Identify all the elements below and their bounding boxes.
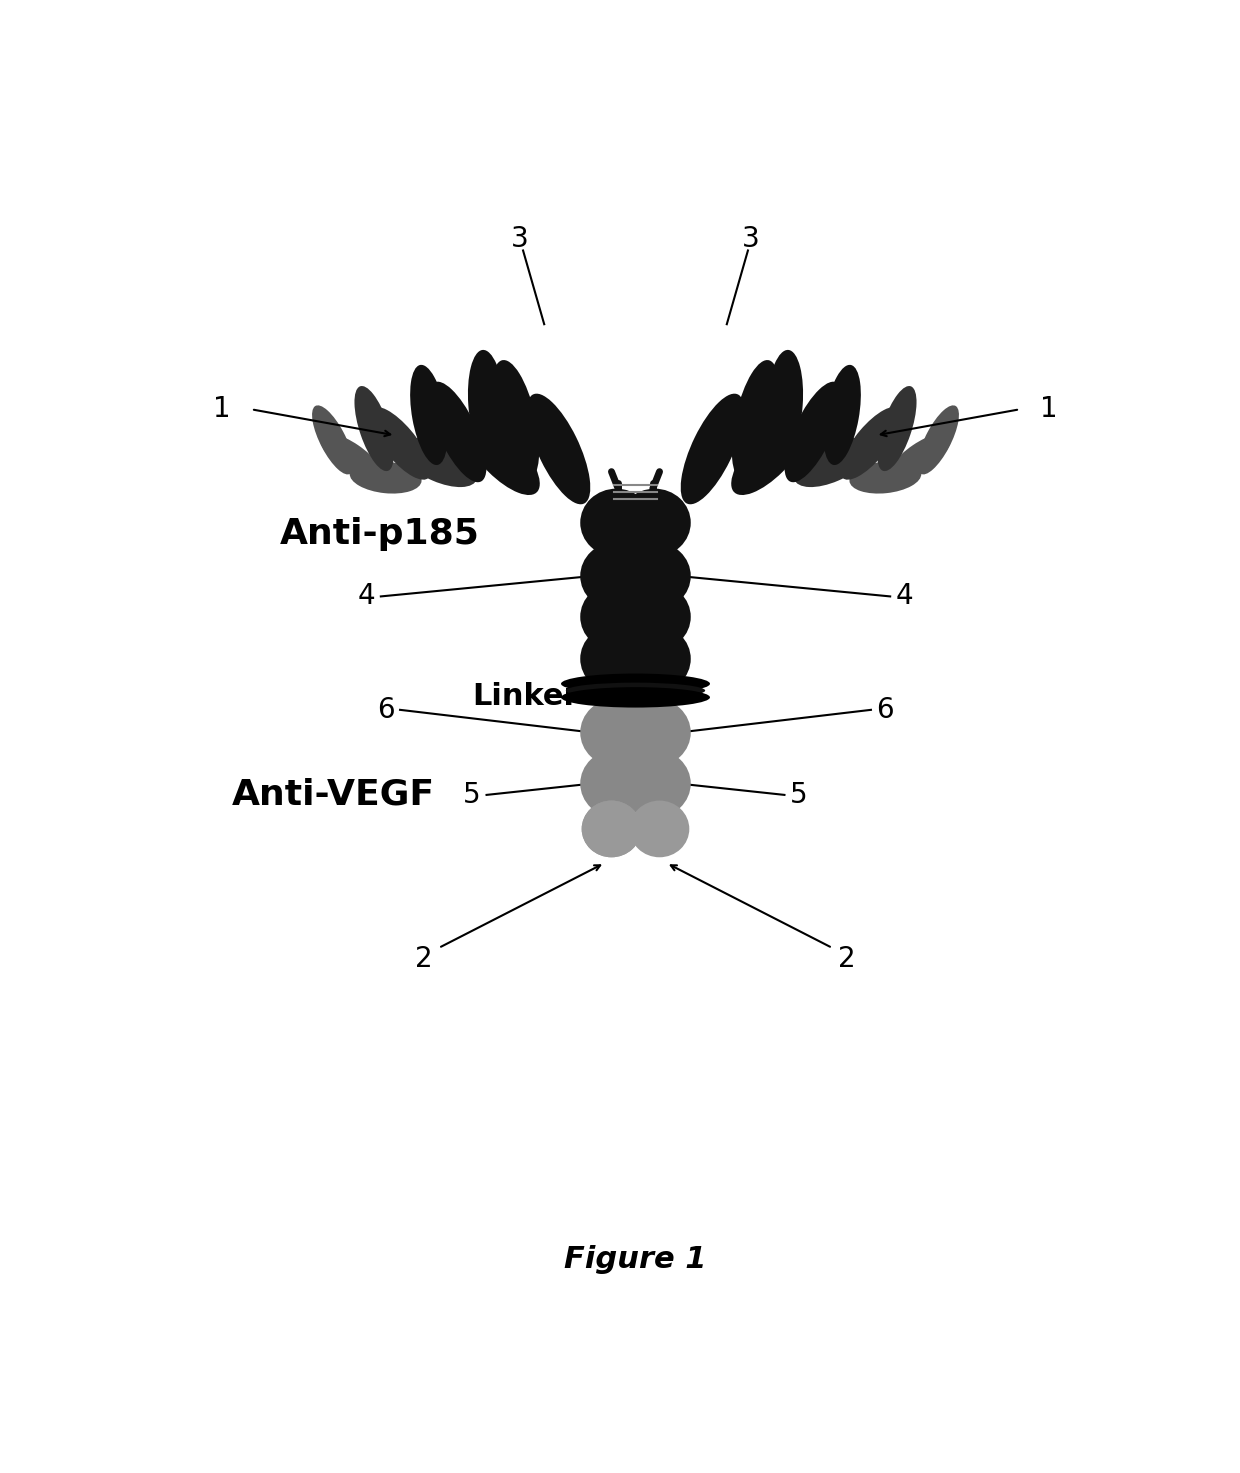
Ellipse shape [849, 461, 921, 493]
Ellipse shape [681, 393, 744, 504]
Ellipse shape [399, 437, 477, 488]
Ellipse shape [630, 801, 689, 857]
Ellipse shape [320, 433, 384, 483]
Ellipse shape [580, 489, 652, 557]
Ellipse shape [732, 359, 780, 482]
Ellipse shape [766, 351, 804, 457]
Ellipse shape [785, 382, 842, 482]
Ellipse shape [582, 801, 641, 857]
Ellipse shape [619, 583, 691, 651]
Ellipse shape [823, 365, 861, 465]
Text: 4: 4 [357, 582, 376, 610]
Ellipse shape [463, 414, 539, 495]
Ellipse shape [429, 382, 486, 482]
Text: 3: 3 [511, 225, 529, 253]
Ellipse shape [619, 750, 691, 818]
Ellipse shape [582, 801, 641, 857]
Ellipse shape [580, 625, 652, 692]
Ellipse shape [580, 542, 652, 610]
Ellipse shape [560, 686, 711, 707]
Ellipse shape [839, 407, 901, 480]
Ellipse shape [580, 583, 652, 651]
Text: 2: 2 [838, 946, 856, 974]
Ellipse shape [350, 461, 422, 493]
Text: 2: 2 [415, 946, 433, 974]
Ellipse shape [410, 365, 448, 465]
Text: 4: 4 [895, 582, 914, 610]
Text: Linker: Linker [472, 682, 579, 711]
Ellipse shape [580, 750, 652, 818]
Ellipse shape [619, 625, 691, 692]
Text: 5: 5 [790, 781, 807, 809]
Ellipse shape [467, 351, 505, 457]
Ellipse shape [565, 682, 706, 698]
Ellipse shape [619, 489, 691, 557]
Text: Anti-VEGF: Anti-VEGF [232, 778, 435, 812]
Ellipse shape [312, 405, 353, 474]
Text: 3: 3 [742, 225, 760, 253]
Ellipse shape [355, 386, 394, 471]
Ellipse shape [918, 405, 959, 474]
Ellipse shape [794, 437, 872, 488]
Text: 6: 6 [377, 695, 394, 723]
Ellipse shape [619, 698, 691, 766]
Ellipse shape [491, 359, 539, 482]
Ellipse shape [887, 433, 951, 483]
Ellipse shape [619, 542, 691, 610]
Ellipse shape [732, 414, 808, 495]
Ellipse shape [370, 407, 432, 480]
Text: 6: 6 [877, 695, 894, 723]
Text: 5: 5 [464, 781, 481, 809]
Ellipse shape [877, 386, 916, 471]
Ellipse shape [560, 673, 711, 694]
Text: 1: 1 [1040, 395, 1058, 423]
Text: 1: 1 [213, 395, 231, 423]
Ellipse shape [580, 698, 652, 766]
Text: Figure 1: Figure 1 [564, 1246, 707, 1274]
Text: Anti-p185: Anti-p185 [280, 517, 480, 551]
Ellipse shape [527, 393, 590, 504]
